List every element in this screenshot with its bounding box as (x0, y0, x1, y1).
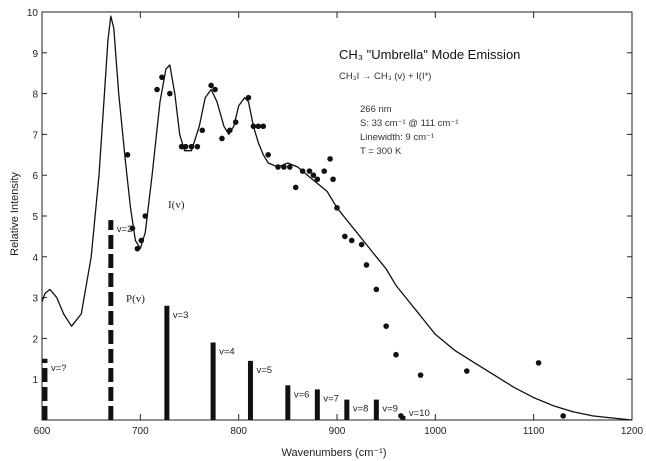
data-point (342, 233, 348, 240)
y-tick-label: 3 (32, 294, 38, 305)
note-resolution: S: 33 cm⁻¹ @ 111 cm⁻¹ (360, 118, 459, 129)
x-tick-label: 1100 (523, 426, 545, 437)
x-axis-label: Wavenumbers (cm⁻¹) (281, 447, 386, 459)
stick-label: v=4 (219, 346, 235, 357)
data-point (178, 143, 185, 150)
data-point (134, 245, 141, 252)
x-tick-label: 1000 (424, 426, 447, 437)
data-point (260, 123, 267, 130)
y-tick-label: 1 (32, 375, 38, 386)
data-point (167, 90, 173, 97)
stick-label: v=5 (256, 365, 272, 376)
data-point (310, 172, 317, 178)
data-point (219, 135, 225, 142)
y-axis-ticks: 1 2 3 4 5 6 7 8 9 10 (27, 8, 632, 386)
data-point (194, 143, 201, 150)
data-point (159, 74, 165, 81)
data-point (255, 123, 262, 130)
data-point (560, 413, 566, 419)
note-linewidth: Linewidth: 9 cm⁻¹ (360, 132, 434, 143)
reaction-label: CH₃I → CH₃ (v) + I(I*) (339, 71, 431, 82)
y-tick-label: 6 (32, 171, 38, 182)
data-point (208, 82, 214, 89)
data-point (199, 127, 206, 134)
data-point (464, 368, 470, 374)
data-point (306, 168, 313, 174)
data-point (334, 205, 340, 211)
data-point (393, 351, 399, 358)
experimental-points (124, 74, 566, 419)
data-point (138, 237, 145, 244)
stick-spectrum-label: P(v) (126, 293, 145, 305)
fit-curve (41, 15, 633, 421)
data-point (129, 225, 136, 232)
note-wavelength: 266 nm (360, 104, 392, 115)
data-point (182, 143, 189, 150)
data-point (358, 241, 365, 248)
x-tick-label: 900 (329, 426, 346, 437)
data-point (348, 237, 355, 244)
data-point (227, 127, 233, 134)
data-point (142, 213, 149, 219)
data-point (287, 164, 293, 170)
stick-label: v=10 (409, 408, 430, 419)
y-tick-label: 2 (32, 334, 38, 345)
x-tick-label: 1200 (621, 426, 644, 437)
data-point (124, 152, 131, 158)
data-point (212, 86, 218, 93)
note-temperature: T = 300 K (360, 146, 402, 157)
stick-label: v=2 (117, 224, 133, 235)
fit-curve-group (41, 15, 633, 421)
chart-title: CH₃ "Umbrella" Mode Emission (339, 47, 520, 62)
y-tick-label: 7 (32, 130, 38, 141)
plot-axes (41, 11, 633, 421)
data-point (232, 119, 239, 125)
stick-label: v=9 (382, 404, 398, 415)
data-point (330, 176, 336, 183)
y-tick-label: 9 (32, 49, 38, 60)
data-point (250, 123, 257, 130)
data-point (321, 168, 328, 174)
y-axis-label: Relative Intensity (9, 172, 21, 256)
data-point (373, 286, 380, 293)
stick-spectrum: v=? v=2 v=3 v=4 v=5 v=6 v=7 v=8 v=9 v=10 (42, 220, 430, 420)
x-tick-label: 700 (132, 426, 149, 437)
y-tick-label: 4 (32, 253, 38, 264)
stick-label: v=7 (323, 393, 339, 404)
y-tick-label: 10 (27, 8, 39, 19)
curve-label: I(v) (168, 199, 185, 211)
data-point (299, 168, 306, 174)
data-point (245, 94, 252, 101)
data-point (275, 164, 281, 170)
data-point (417, 372, 424, 378)
plot-frame (41, 11, 633, 421)
data-point (281, 164, 287, 170)
data-point (188, 143, 195, 150)
data-point (314, 176, 321, 183)
stick-label: v=3 (173, 310, 189, 321)
data-point (265, 152, 271, 158)
y-tick-label: 5 (32, 212, 38, 223)
x-tick-label: 800 (230, 426, 247, 437)
data-point (535, 360, 542, 366)
data-point (363, 262, 370, 268)
data-point (292, 184, 299, 191)
stick-label: v=6 (294, 389, 310, 400)
data-point (154, 86, 160, 93)
x-axis-ticks: 600 700 800 900 1000 1100 1200 (34, 12, 644, 437)
x-tick-label: 600 (34, 426, 51, 437)
stick-label: v=8 (353, 404, 369, 415)
data-point (398, 413, 404, 419)
data-point (383, 323, 389, 329)
y-tick-label: 8 (32, 90, 38, 101)
stick-label: v=? (51, 363, 67, 374)
data-point (327, 156, 333, 162)
